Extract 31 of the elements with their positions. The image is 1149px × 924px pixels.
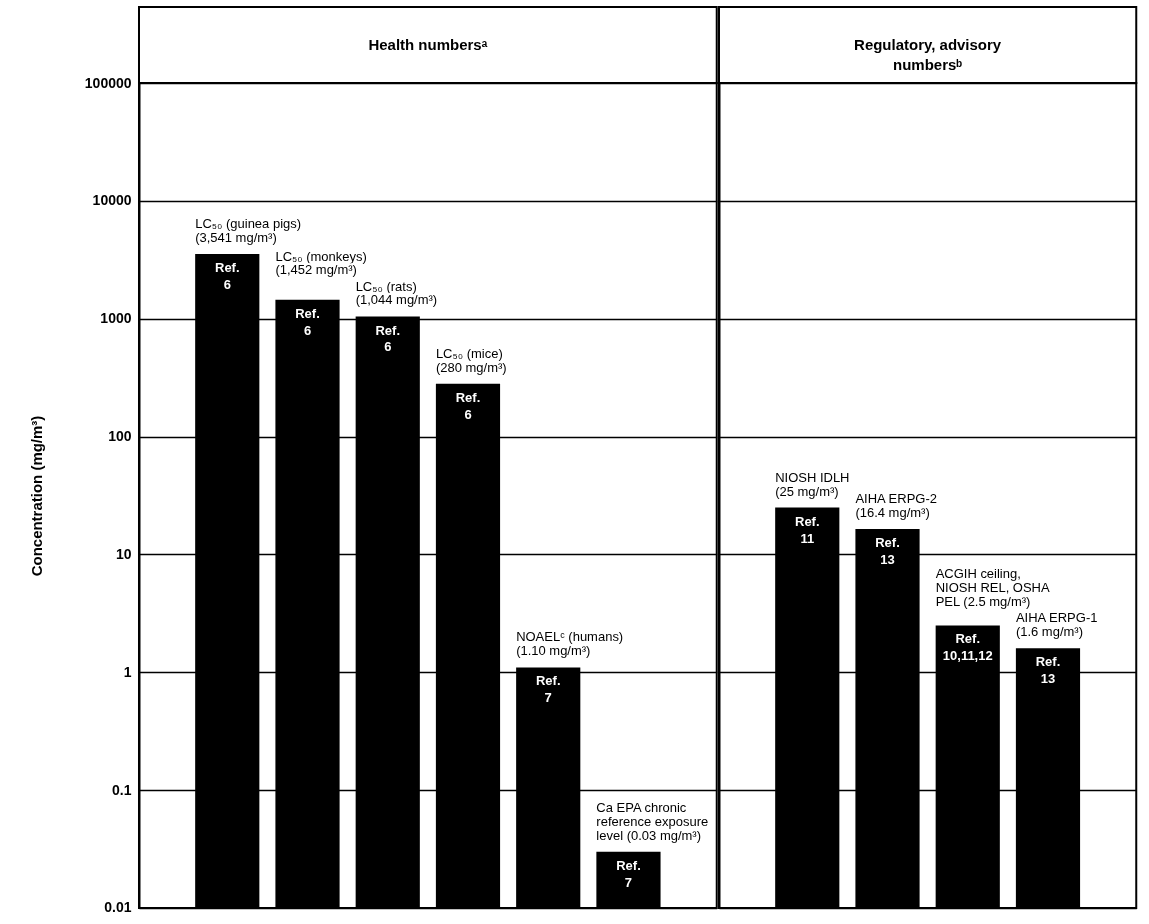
chart-title: Regulatory, advisory numbersᵇ: [853, 36, 1002, 74]
annotation: Ref. 7: [616, 857, 641, 890]
chart-title: Health numbersᵃ: [368, 36, 488, 53]
data-label: AIHA ERPG-2 (16.4 mg/m³): [855, 491, 937, 521]
y-tick-label: 100000: [84, 74, 132, 91]
y-tick-label: 100: [108, 428, 132, 445]
y-tick-label: 10000: [92, 192, 132, 209]
y-tick-label: 0.1: [112, 781, 132, 798]
annotation: Ref. 13: [874, 535, 900, 568]
data-label: Ca EPA chronic reference exposure level (0.03 mg/m³): [596, 799, 709, 843]
y-tick-label: 10: [115, 545, 132, 562]
y-tick-label: 1: [123, 663, 132, 680]
data-label: LC₅₀ (mice) (280 mg/m³): [435, 345, 507, 375]
annotation: Ref. 10,11,12: [942, 631, 993, 664]
data-label: LC₅₀ (guinea pigs) (3,541 mg/m³): [195, 216, 302, 245]
data-label: ACGIH ceiling, NIOSH REL, OSHA PEL (2.5 mg/m³): [935, 566, 1050, 610]
annotation: Ref. 6: [455, 389, 481, 422]
data-label: NOAELᶜ (humans) (1.10 mg/m³): [516, 629, 624, 659]
annotation: Ref. 6: [295, 305, 320, 338]
data-label: LC₅₀ (monkeys) (1,452 mg/m³): [275, 248, 367, 278]
y-axis-title: Concentration (mg/m³): [27, 415, 45, 577]
annotation: Ref. 6: [215, 260, 240, 292]
data-label: LC₅₀ (rats) (1,044 mg/m³): [355, 278, 438, 308]
data-label: AIHA ERPG-1 (1.6 mg/m³): [1015, 610, 1098, 640]
data-label: NIOSH IDLH (25 mg/m³): [774, 469, 850, 499]
annotation: Ref. 7: [535, 673, 561, 706]
annotation: Ref. 6: [375, 322, 401, 355]
y-tick-label: 0.01: [104, 899, 132, 916]
y-tick-label: 1000: [100, 310, 132, 327]
annotation: Ref. 13: [1035, 654, 1060, 687]
annotation: Ref. 11: [794, 513, 820, 546]
